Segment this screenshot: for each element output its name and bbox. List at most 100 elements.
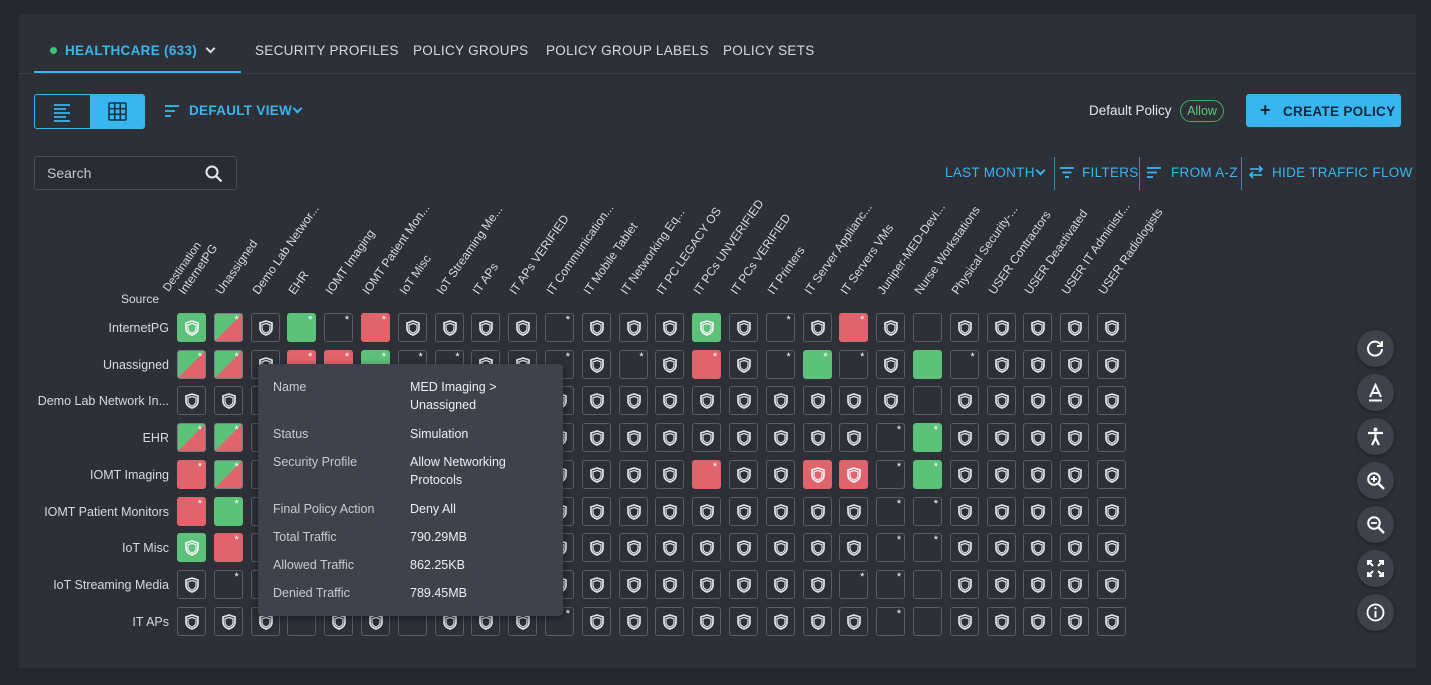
tab-policy-group-labels[interactable]: POLICY GROUP LABELS xyxy=(546,43,709,58)
search-input[interactable] xyxy=(47,165,187,181)
matrix-cell[interactable] xyxy=(1060,459,1090,489)
matrix-cell[interactable] xyxy=(213,386,243,416)
matrix-cell[interactable]: * xyxy=(876,569,906,599)
matrix-cell[interactable] xyxy=(655,423,685,453)
matrix-cell[interactable] xyxy=(765,606,795,636)
matrix-cell[interactable]: * xyxy=(876,533,906,563)
matrix-cell[interactable] xyxy=(1060,533,1090,563)
row-header[interactable]: EHR xyxy=(142,431,169,446)
zoom-in-button[interactable] xyxy=(1357,462,1394,499)
time-range-dropdown[interactable]: LAST MONTH xyxy=(945,165,1035,180)
matrix-cell[interactable] xyxy=(655,386,685,416)
matrix-cell[interactable] xyxy=(949,313,979,342)
matrix-cell[interactable] xyxy=(729,496,758,526)
filters-button[interactable]: FILTERS xyxy=(1082,165,1139,180)
matrix-cell[interactable] xyxy=(692,386,722,416)
refresh-button[interactable] xyxy=(1357,330,1394,367)
matrix-cell[interactable] xyxy=(1060,496,1090,526)
matrix-cell[interactable] xyxy=(692,313,722,342)
matrix-cell[interactable]: * xyxy=(913,423,942,453)
matrix-cell[interactable] xyxy=(581,459,611,489)
matrix-cell[interactable] xyxy=(986,313,1016,342)
matrix-cell[interactable] xyxy=(839,386,869,416)
matrix-cell[interactable] xyxy=(692,496,722,526)
matrix-cell[interactable]: * xyxy=(213,349,243,379)
row-header[interactable]: Unassigned xyxy=(102,357,169,372)
matrix-cell[interactable] xyxy=(729,349,758,379)
matrix-cell[interactable]: * xyxy=(802,349,832,379)
matrix-cell[interactable] xyxy=(839,423,869,453)
matrix-cell[interactable] xyxy=(1097,496,1126,526)
matrix-cell[interactable] xyxy=(729,533,758,563)
matrix-cell[interactable] xyxy=(986,349,1016,379)
matrix-cell[interactable] xyxy=(581,496,611,526)
matrix-cell[interactable] xyxy=(986,533,1016,563)
matrix-cell[interactable] xyxy=(765,423,795,453)
matrix-cell[interactable] xyxy=(1023,423,1053,453)
chevron-down-icon[interactable] xyxy=(1035,165,1046,176)
matrix-cell[interactable] xyxy=(1023,606,1053,636)
matrix-cell[interactable] xyxy=(1023,349,1053,379)
matrix-cell[interactable]: * xyxy=(839,313,869,342)
matrix-cell[interactable] xyxy=(986,606,1016,636)
grid-view-button[interactable] xyxy=(90,95,144,128)
row-header[interactable]: IoT Streaming Media xyxy=(53,577,169,592)
matrix-cell[interactable]: * xyxy=(213,459,243,489)
matrix-cell[interactable] xyxy=(765,386,795,416)
matrix-cell[interactable] xyxy=(1060,349,1090,379)
matrix-cell[interactable] xyxy=(839,496,869,526)
row-header[interactable]: Demo Lab Network In... xyxy=(37,394,169,409)
matrix-cell[interactable] xyxy=(1097,423,1126,453)
matrix-cell[interactable]: * xyxy=(213,496,243,526)
matrix-cell[interactable] xyxy=(949,496,979,526)
matrix-cell[interactable] xyxy=(692,533,722,563)
matrix-cell[interactable] xyxy=(618,386,648,416)
tab-policy-sets[interactable]: POLICY SETS xyxy=(723,43,815,58)
matrix-cell[interactable] xyxy=(1097,569,1126,599)
chevron-down-icon[interactable] xyxy=(205,43,216,54)
matrix-cell[interactable]: * xyxy=(876,496,906,526)
matrix-cell[interactable] xyxy=(1097,533,1126,563)
matrix-cell[interactable]: * xyxy=(213,533,243,563)
matrix-cell[interactable]: * xyxy=(545,313,574,342)
matrix-cell[interactable]: * xyxy=(692,459,722,489)
matrix-cell[interactable] xyxy=(729,423,758,453)
text-size-button[interactable] xyxy=(1357,374,1394,411)
matrix-cell[interactable]: * xyxy=(839,349,869,379)
matrix-cell[interactable] xyxy=(1023,496,1053,526)
matrix-cell[interactable] xyxy=(949,606,979,636)
matrix-cell[interactable] xyxy=(618,423,648,453)
matrix-cell[interactable]: * xyxy=(913,496,942,526)
matrix-cell[interactable] xyxy=(655,496,685,526)
sort-button[interactable]: FROM A-Z xyxy=(1171,165,1238,180)
matrix-cell[interactable] xyxy=(581,606,611,636)
accessibility-button[interactable] xyxy=(1357,418,1394,455)
create-policy-button[interactable]: + CREATE POLICY xyxy=(1246,94,1401,127)
matrix-cell[interactable] xyxy=(508,313,538,342)
matrix-cell[interactable] xyxy=(177,313,206,342)
matrix-cell[interactable] xyxy=(949,386,979,416)
matrix-cell[interactable] xyxy=(913,569,942,599)
row-header[interactable]: IT APs xyxy=(132,614,169,629)
matrix-cell[interactable] xyxy=(839,606,869,636)
tab-healthcare[interactable]: HEALTHCARE (633) xyxy=(65,43,198,58)
matrix-cell[interactable]: * xyxy=(839,569,869,599)
matrix-cell[interactable] xyxy=(949,459,979,489)
matrix-cell[interactable]: * xyxy=(949,349,979,379)
matrix-cell[interactable] xyxy=(765,496,795,526)
matrix-cell[interactable] xyxy=(986,496,1016,526)
matrix-cell[interactable] xyxy=(213,606,243,636)
matrix-cell[interactable]: * xyxy=(692,349,722,379)
default-view-dropdown[interactable]: DEFAULT VIEW xyxy=(189,103,293,118)
matrix-cell[interactable] xyxy=(655,606,685,636)
matrix-cell[interactable] xyxy=(729,459,758,489)
matrix-cell[interactable] xyxy=(250,313,280,342)
matrix-cell[interactable]: * xyxy=(618,349,648,379)
matrix-cell[interactable]: * xyxy=(876,606,906,636)
matrix-cell[interactable] xyxy=(913,349,942,379)
matrix-cell[interactable] xyxy=(655,533,685,563)
matrix-cell[interactable] xyxy=(986,459,1016,489)
matrix-cell[interactable] xyxy=(802,496,832,526)
matrix-cell[interactable] xyxy=(581,313,611,342)
row-header[interactable]: IOMT Imaging xyxy=(90,467,169,482)
